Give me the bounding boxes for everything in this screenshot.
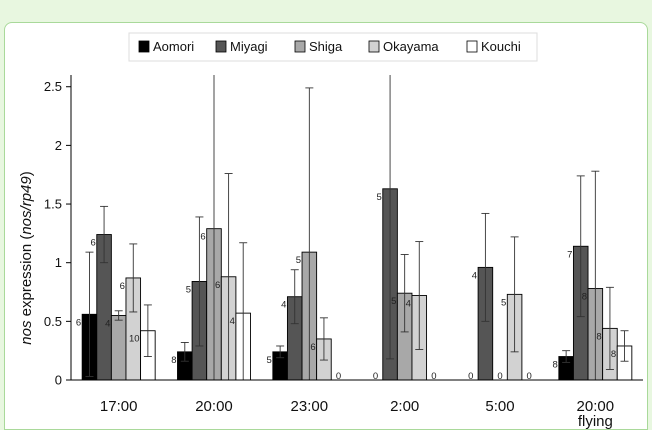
y-tick-label: 0.5 (44, 314, 62, 329)
y-axis-label-italic-inner: nos/rp49 (18, 176, 35, 235)
y-axis: 0 0.5 1 1.5 2 2.5 (44, 75, 72, 388)
chart-panel: Aomori Miyagi Shiga Okayama Kouchi 6 6 4 6 10 8 5 6… (4, 22, 648, 430)
error-bar-shiga-3 (400, 254, 409, 333)
sample-size-label-miyagi-0: 6 (90, 238, 95, 249)
sample-size-label-kouchi-4: 0 (527, 371, 532, 382)
error-bar-miyagi-3 (386, 75, 395, 360)
y-tick-label: 2 (55, 138, 62, 153)
error-bar-miyagi-2 (290, 269, 299, 325)
legend: Aomori Miyagi Shiga Okayama Kouchi (128, 32, 538, 62)
sample-size-label-okayama-1: 6 (215, 280, 220, 291)
sample-size-label-miyagi-3: 5 (376, 192, 381, 203)
sample-size-label-aomori-3: 0 (373, 371, 378, 382)
error-bar-aomori-5 (562, 350, 571, 363)
sample-size-label-shiga-4: 0 (497, 371, 502, 382)
error-bar-miyagi-0 (100, 205, 109, 264)
sample-size-label-shiga-1: 6 (200, 232, 205, 243)
legend-label-kouchi: Kouchi (481, 39, 521, 54)
sample-size-label-aomori-1: 8 (171, 355, 176, 366)
error-bar-okayama-0 (129, 243, 138, 313)
sample-size-label-aomori-4: 0 (468, 371, 473, 382)
sample-size-label-miyagi-1: 5 (186, 284, 191, 295)
sample-size-label-okayama-3: 4 (406, 299, 411, 310)
x-category-label: 20:00 flying (577, 398, 615, 430)
legend-label-okayama: Okayama (383, 39, 439, 54)
x-category-label: 2:00 (390, 398, 419, 415)
error-bar-aomori-0 (85, 251, 94, 377)
sample-size-label-kouchi-0: 10 (129, 334, 140, 345)
legend-label-shiga: Shiga (309, 39, 343, 54)
x-category-label: 5:00 (485, 398, 514, 415)
sample-size-label-shiga-0: 4 (105, 318, 110, 329)
error-bar-kouchi-0 (143, 304, 152, 357)
bar-chart: Aomori Miyagi Shiga Okayama Kouchi 664610856… (18, 32, 643, 430)
y-tick-label: 0 (55, 373, 62, 388)
error-bar-miyagi-5 (576, 175, 585, 318)
legend-swatch-aomori (138, 40, 150, 53)
sample-size-label-kouchi-3: 0 (431, 371, 436, 382)
legend-swatch-okayama (368, 40, 380, 53)
sample-size-label-kouchi-1: 4 (230, 316, 235, 327)
error-bar-kouchi-5 (620, 330, 629, 362)
y-tick-label: 1.5 (44, 197, 62, 212)
y-axis-label: nos expression (nos/rp49) (18, 171, 35, 344)
error-bar-aomori-1 (180, 342, 189, 362)
error-bar-okayama-2 (319, 317, 328, 361)
error-bar-miyagi-1 (195, 216, 204, 347)
sample-size-label-miyagi-2: 4 (281, 300, 286, 311)
error-bar-okayama-4 (510, 236, 519, 353)
y-tick-label: 2.5 (44, 79, 62, 94)
y-axis-label-middle: expression ( (18, 235, 35, 321)
sample-size-label-miyagi-4: 4 (472, 270, 477, 281)
legend-swatch-shiga (294, 40, 306, 53)
x-category-label: 23:00 (291, 398, 329, 415)
x-category-label: 17:00 (100, 398, 138, 415)
legend-swatch-miyagi (215, 40, 227, 53)
sample-size-label-okayama-0: 6 (120, 281, 125, 292)
legend-label-aomori: Aomori (153, 39, 194, 54)
sample-size-label-okayama-4: 5 (501, 297, 506, 308)
sample-size-label-aomori-0: 6 (76, 317, 81, 328)
sample-size-label-shiga-3: 5 (391, 296, 396, 307)
sample-size-label-okayama-2: 6 (310, 342, 315, 353)
sample-size-label-kouchi-2: 0 (336, 371, 341, 382)
x-category-label: 20:00 (195, 398, 233, 415)
sample-size-label-miyagi-5: 7 (567, 249, 572, 260)
error-bar-okayama-3 (415, 241, 424, 350)
error-bar-aomori-2 (276, 345, 285, 359)
error-bar-okayama-5 (605, 286, 614, 370)
sample-size-label-shiga-2: 5 (296, 255, 301, 266)
y-axis-label-italic-prefix: nos (18, 320, 35, 345)
sample-size-label-aomori-2: 5 (267, 355, 272, 366)
legend-swatch-kouchi (466, 40, 478, 53)
bar-shiga-0 (110, 315, 127, 381)
x-axis: 17:00 20:00 23:00 2:00 5:00 20:00 flying (71, 379, 643, 430)
sample-size-label-okayama-5: 8 (596, 331, 601, 342)
sample-size-label-aomori-5: 8 (553, 360, 558, 371)
y-axis-label-suffix: ) (18, 171, 35, 176)
sample-size-label-shiga-5: 8 (582, 292, 587, 303)
sample-size-label-kouchi-5: 8 (611, 349, 616, 360)
error-bar-miyagi-4 (481, 212, 490, 322)
legend-label-miyagi: Miyagi (230, 39, 268, 54)
y-tick-label: 1 (55, 255, 62, 270)
error-bar-shiga-0 (114, 310, 123, 321)
